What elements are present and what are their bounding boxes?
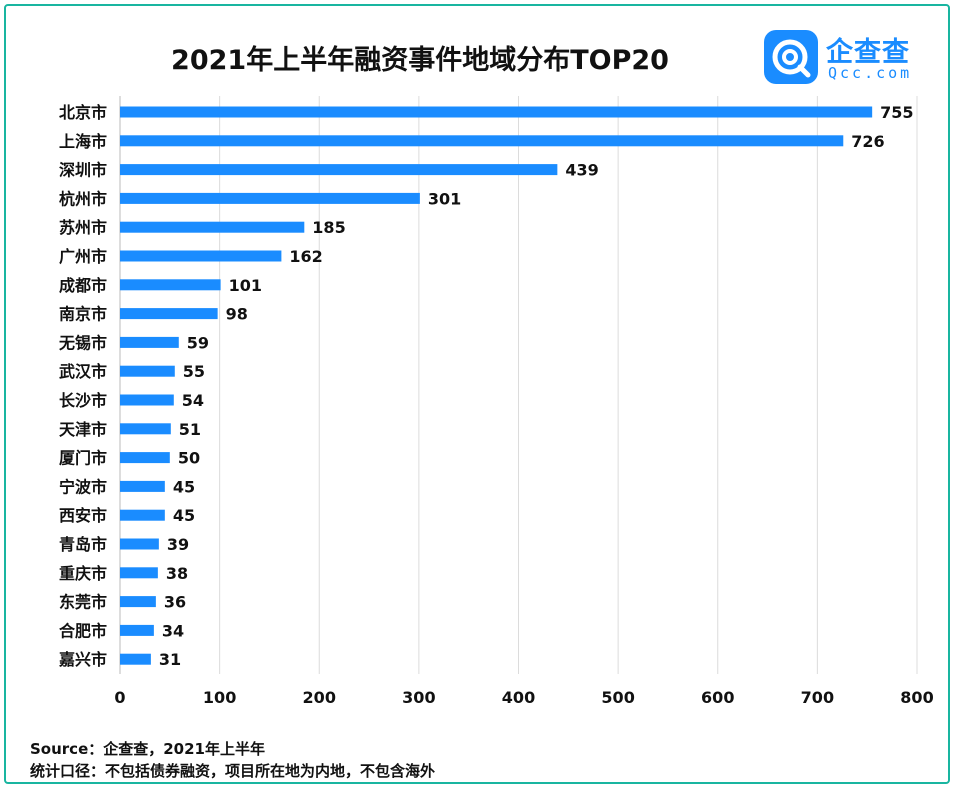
bar bbox=[120, 365, 175, 377]
category-label: 上海市 bbox=[59, 132, 107, 151]
value-label: 50 bbox=[178, 449, 200, 468]
bar bbox=[120, 192, 420, 204]
footer-source: Source：企查查，2021年上半年 bbox=[30, 740, 265, 758]
chart-frame bbox=[4, 4, 950, 784]
value-label: 59 bbox=[187, 333, 209, 352]
bar bbox=[120, 221, 305, 233]
value-label: 162 bbox=[289, 247, 322, 266]
category-label: 东莞市 bbox=[59, 593, 107, 612]
x-tick-label: 200 bbox=[303, 688, 336, 707]
bar bbox=[120, 423, 171, 435]
category-label: 广州市 bbox=[59, 247, 107, 266]
qcc-logo-text: 企查查 bbox=[826, 37, 910, 68]
x-tick-label: 800 bbox=[900, 688, 933, 707]
x-tick-label: 0 bbox=[114, 688, 125, 707]
category-label: 成都市 bbox=[59, 276, 107, 295]
value-label: 726 bbox=[851, 132, 884, 151]
bar bbox=[120, 336, 179, 348]
category-label: 合肥市 bbox=[59, 621, 107, 640]
value-label: 55 bbox=[183, 362, 205, 381]
category-label: 嘉兴市 bbox=[58, 650, 107, 669]
x-tick-label: 400 bbox=[502, 688, 535, 707]
value-label: 39 bbox=[167, 535, 189, 554]
category-label: 宁波市 bbox=[59, 477, 107, 496]
category-label: 深圳市 bbox=[59, 161, 107, 180]
category-label: 厦门市 bbox=[59, 449, 107, 468]
category-label: 北京市 bbox=[59, 103, 107, 122]
value-label: 101 bbox=[229, 276, 262, 295]
bar bbox=[120, 106, 873, 118]
category-label: 苏州市 bbox=[59, 218, 107, 237]
category-label: 重庆市 bbox=[59, 564, 107, 583]
qcc-logo: 企查查 Qcc.com bbox=[764, 28, 940, 88]
bar bbox=[120, 653, 151, 665]
category-label: 武汉市 bbox=[59, 362, 107, 381]
value-label: 31 bbox=[159, 650, 181, 669]
bar bbox=[120, 135, 844, 147]
x-tick-label: 700 bbox=[801, 688, 834, 707]
bar bbox=[120, 567, 158, 579]
x-tick-label: 100 bbox=[203, 688, 236, 707]
category-label: 天津市 bbox=[59, 420, 107, 439]
category-label: 青岛市 bbox=[59, 535, 107, 554]
value-label: 45 bbox=[173, 506, 195, 525]
bar bbox=[120, 394, 174, 406]
bar bbox=[120, 538, 159, 550]
x-tick-label: 600 bbox=[701, 688, 734, 707]
bar bbox=[120, 480, 165, 492]
value-label: 54 bbox=[182, 391, 204, 410]
category-label: 西安市 bbox=[59, 506, 107, 525]
bar bbox=[120, 509, 165, 521]
value-label: 301 bbox=[428, 189, 461, 208]
bar bbox=[120, 308, 218, 320]
bar bbox=[120, 250, 282, 262]
bar bbox=[120, 164, 558, 176]
value-label: 98 bbox=[226, 305, 248, 324]
x-tick-label: 500 bbox=[601, 688, 634, 707]
category-label: 南京市 bbox=[59, 305, 107, 324]
bar bbox=[120, 624, 154, 636]
value-label: 36 bbox=[164, 593, 186, 612]
value-label: 185 bbox=[312, 218, 345, 237]
value-label: 38 bbox=[166, 564, 188, 583]
qcc-logo-icon bbox=[764, 30, 818, 84]
value-label: 45 bbox=[173, 477, 195, 496]
category-label: 杭州市 bbox=[59, 189, 107, 208]
x-tick-label: 300 bbox=[402, 688, 435, 707]
qcc-logo-domain: Qcc.com bbox=[828, 64, 913, 82]
value-label: 34 bbox=[162, 621, 184, 640]
bar bbox=[120, 279, 221, 291]
category-label: 长沙市 bbox=[59, 391, 107, 410]
value-label: 439 bbox=[565, 161, 598, 180]
bar bbox=[120, 596, 156, 608]
value-label: 755 bbox=[880, 103, 913, 122]
category-label: 无锡市 bbox=[58, 333, 107, 352]
value-label: 51 bbox=[179, 420, 201, 439]
footer-note: 统计口径：不包括债券融资，项目所在地为内地，不包含海外 bbox=[30, 762, 436, 780]
chart-title: 2021年上半年融资事件地域分布TOP20 bbox=[171, 45, 669, 76]
bar bbox=[120, 452, 170, 464]
